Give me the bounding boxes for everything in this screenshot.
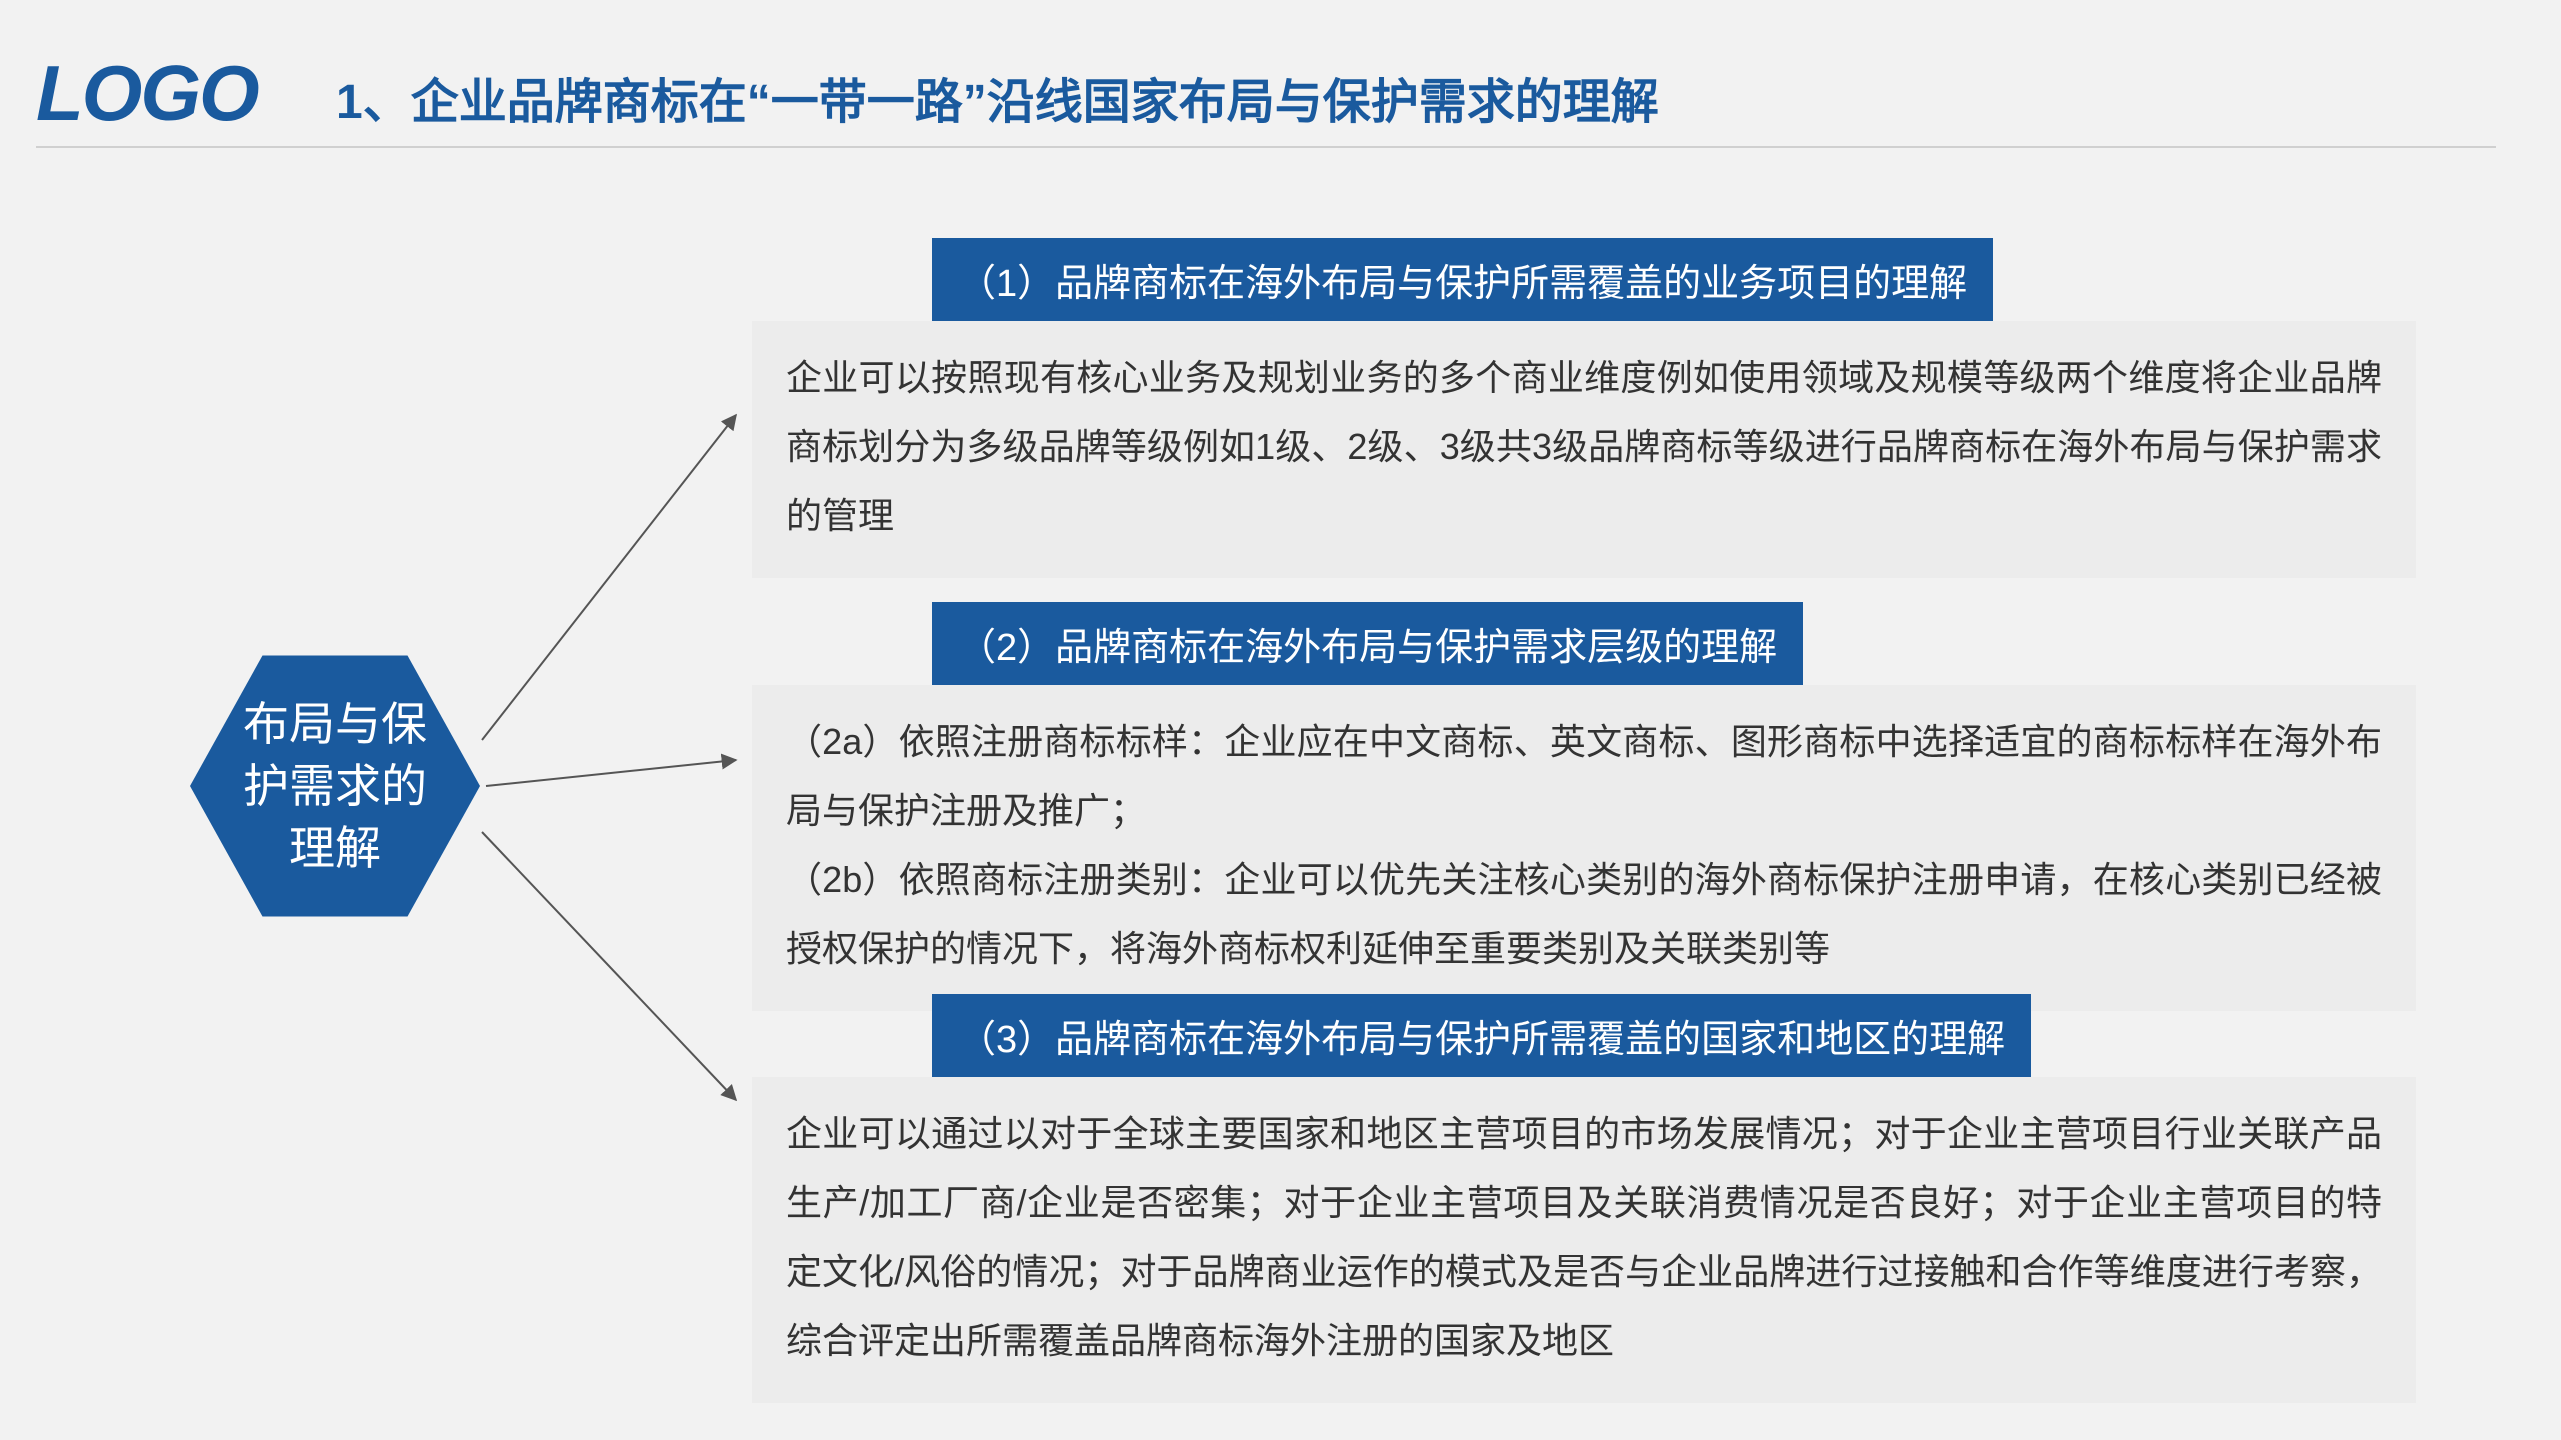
title-divider — [36, 146, 2496, 148]
section-2: （2）品牌商标在海外布局与保护需求层级的理解 （2a）依照注册商标标样：企业应在… — [752, 602, 2416, 1011]
section-1: （1）品牌商标在海外布局与保护所需覆盖的业务项目的理解 企业可以按照现有核心业务… — [752, 238, 2416, 578]
section-2-body: （2a）依照注册商标标样：企业应在中文商标、英文商标、图形商标中选择适宜的商标标… — [752, 685, 2416, 1011]
section-3-header: （3）品牌商标在海外布局与保护所需覆盖的国家和地区的理解 — [932, 994, 2031, 1077]
section-3: （3）品牌商标在海外布局与保护所需覆盖的国家和地区的理解 企业可以通过以对于全球… — [752, 994, 2416, 1403]
section-3-body: 企业可以通过以对于全球主要国家和地区主营项目的市场发展情况；对于企业主营项目行业… — [752, 1077, 2416, 1403]
section-1-body: 企业可以按照现有核心业务及规划业务的多个商业维度例如使用领域及规模等级两个维度将… — [752, 321, 2416, 578]
hex-node: 布局与保护需求的理解 — [190, 625, 480, 947]
section-1-header: （1）品牌商标在海外布局与保护所需覆盖的业务项目的理解 — [932, 238, 1993, 321]
section-2-header: （2）品牌商标在海外布局与保护需求层级的理解 — [932, 602, 1803, 685]
connector-lines — [476, 300, 756, 1120]
logo: LOGO — [36, 48, 258, 139]
page-title: 1、企业品牌商标在“一带一路”沿线国家布局与保护需求的理解 — [336, 62, 1659, 132]
hex-label: 布局与保护需求的理解 — [190, 693, 480, 879]
